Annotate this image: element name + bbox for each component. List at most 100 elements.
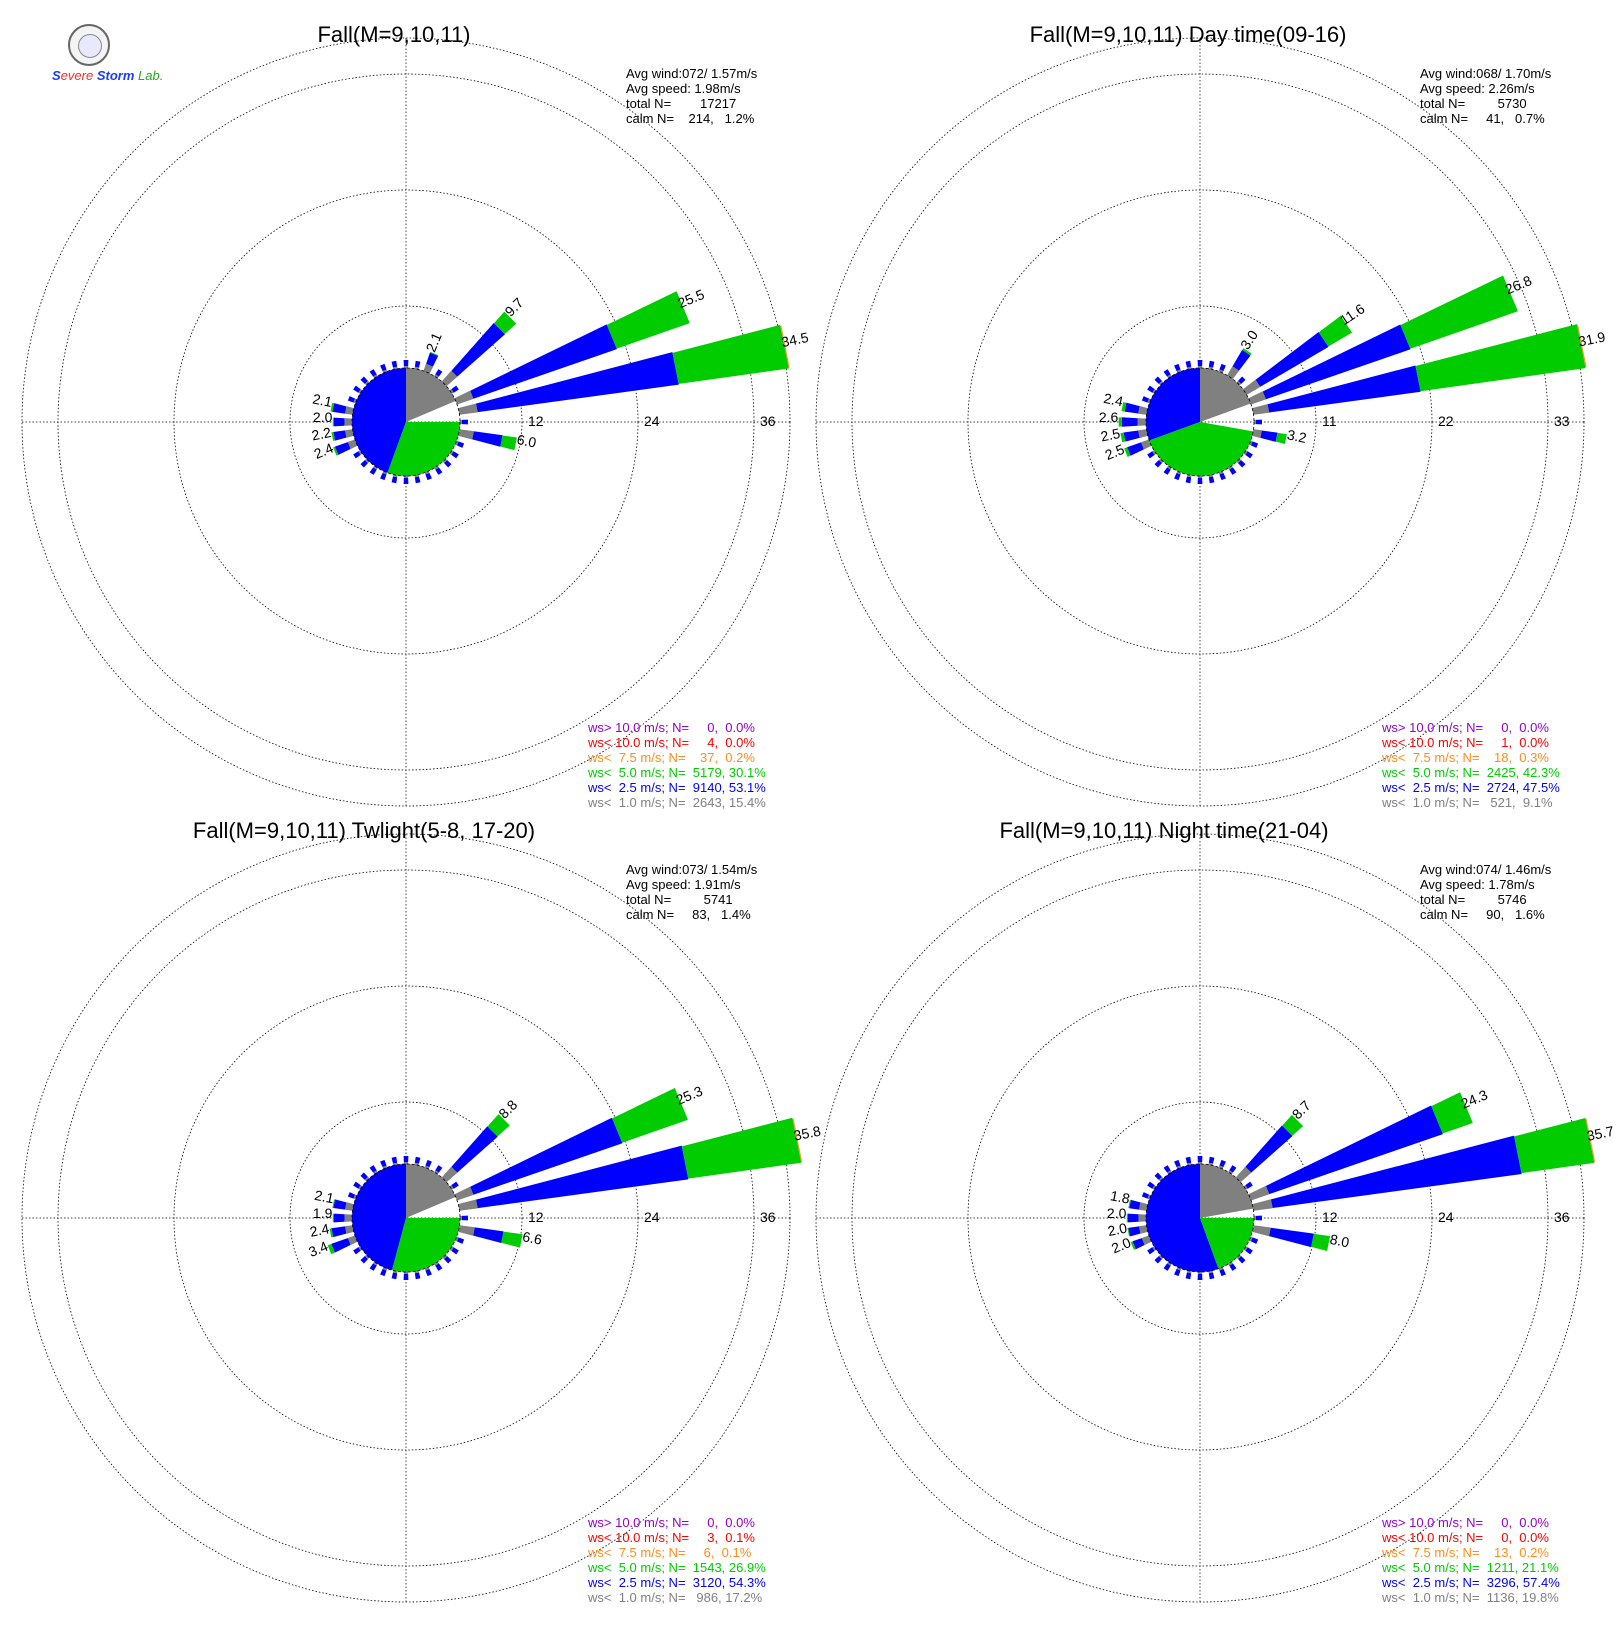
tick-petal-base [449, 1185, 454, 1190]
tick-petal [353, 1181, 361, 1189]
tick-petal [1163, 369, 1171, 377]
tick-petal [1229, 467, 1237, 475]
tick-petal [1141, 1192, 1150, 1199]
petal-label: 2.5 [1099, 425, 1121, 445]
petal-label: 26.8 [1503, 272, 1534, 297]
tick-petal [1250, 441, 1259, 448]
windrose-panel-2: Fall(M=9,10,11) Day time(09-16) 11 22 33 3.0… [815, 22, 1607, 810]
petal-segment [454, 1186, 474, 1201]
petal-segment [1400, 275, 1518, 349]
tick-petal [1219, 363, 1226, 372]
tick-petal [1147, 1181, 1155, 1189]
legend-entry: ws< 2.5 m/s; N= 2724, 47.5% [1381, 780, 1560, 795]
legend-entry: ws< 5.0 m/s; N= 1543, 26.9% [587, 1560, 766, 1575]
petal-segment [1127, 1213, 1139, 1223]
tick-petal-base [358, 1246, 363, 1251]
pie-slice-blue [1146, 1164, 1219, 1272]
tick-petal-base [449, 450, 454, 455]
tick-petal-base [449, 389, 454, 394]
petal-segment [1431, 1092, 1473, 1134]
petal-segment [1138, 429, 1148, 439]
tick-petal-base [1243, 1246, 1248, 1251]
tick-petal-base [449, 1246, 454, 1251]
petal-segment [458, 1199, 478, 1211]
tick-petal-base [382, 1267, 388, 1271]
petal-segment [1265, 1105, 1443, 1195]
tick-petal [414, 360, 421, 368]
tick-petal [451, 451, 459, 459]
tick-petal [353, 1247, 361, 1255]
petal-segment [332, 1199, 336, 1208]
petal-segment [1252, 404, 1270, 415]
petal-segment [494, 311, 517, 334]
tick-petal-base [1176, 1165, 1182, 1169]
petal-segment [1282, 1114, 1304, 1136]
petal-segment [1130, 1241, 1136, 1250]
petal-label: 2.0 [1106, 1220, 1128, 1240]
petal-segment [1269, 1227, 1314, 1248]
petal-segment [327, 1244, 335, 1255]
tick-petal [414, 1156, 421, 1164]
tick-petal-base [1228, 1170, 1233, 1175]
petal-segment [344, 1225, 354, 1234]
tick-petal-base [373, 1170, 378, 1175]
tick-petal-base [403, 1162, 409, 1165]
tick-petal [1219, 1268, 1226, 1277]
ring-label: 36 [760, 413, 776, 429]
legend-entry: ws< 1.0 m/s; N= 986, 17.2% [587, 1590, 763, 1605]
petal-segment [454, 390, 474, 405]
petal-segment [441, 1166, 458, 1183]
petal-segment [1577, 324, 1587, 368]
petal-label: 34.5 [780, 329, 810, 350]
ring-label: 11 [1322, 413, 1337, 429]
ring-label: 24 [644, 1209, 660, 1225]
tick-petal [347, 1192, 356, 1199]
legend-entry: ws< 1.0 m/s; N= 521, 9.1% [1381, 795, 1553, 810]
chart-title: Fall(M=9,10,11) Night time(21-04) [999, 818, 1328, 843]
tick-petal-base [403, 475, 409, 478]
legend-entry: ws< 10.0 m/s; N= 4, 0.0% [587, 735, 755, 750]
tick-petal-base [1253, 419, 1256, 425]
tick-petal-base [382, 1165, 388, 1169]
petal-segment [1255, 331, 1329, 387]
petal-label: 2.2 [310, 424, 332, 444]
tick-petal [353, 451, 361, 459]
petal-segment [1318, 315, 1353, 347]
petal-segment [1141, 1235, 1152, 1246]
petal-label: 3.2 [1286, 426, 1308, 446]
ring-label: 12 [528, 1209, 544, 1225]
tick-petal [1229, 1165, 1237, 1173]
ring-label: 12 [1322, 1209, 1338, 1225]
petal-label: 25.5 [675, 286, 706, 311]
petal-segment [1124, 402, 1140, 414]
tick-petal [1163, 1263, 1171, 1271]
legend-entry: ws> 10.0 m/s; N= 0, 0.0% [587, 1515, 755, 1530]
pie-slice-blue [351, 368, 406, 473]
tick-petal [414, 476, 421, 484]
tick-petal [1219, 472, 1226, 481]
tick-petal [403, 1156, 409, 1163]
tick-petal [1154, 1172, 1162, 1180]
tick-petal-base [1236, 380, 1242, 386]
tick-petal-base [358, 450, 363, 455]
tick-petal-base [364, 1254, 370, 1260]
petal-segment [331, 1238, 351, 1253]
tick-petal-base [459, 419, 462, 425]
tick-petal [403, 477, 409, 484]
petal-segment [347, 1235, 358, 1246]
petal-segment [672, 324, 789, 384]
legend-entry: ws> 10.0 m/s; N= 0, 0.0% [1381, 720, 1549, 735]
tick-petal [451, 1247, 459, 1255]
petal-segment [1138, 1202, 1148, 1211]
petal-segment [332, 417, 334, 427]
tick-petal-base [1228, 1261, 1233, 1266]
petal-segment [333, 446, 339, 456]
ring-label: 36 [1554, 1209, 1570, 1225]
pie-slice-green [1200, 1218, 1254, 1269]
tick-petal [1250, 1237, 1259, 1244]
petal-segment [451, 1126, 498, 1173]
pie-slice-gray [1200, 1164, 1254, 1218]
tick-petal [1154, 1256, 1162, 1264]
pie-slice-blue [351, 1164, 406, 1271]
